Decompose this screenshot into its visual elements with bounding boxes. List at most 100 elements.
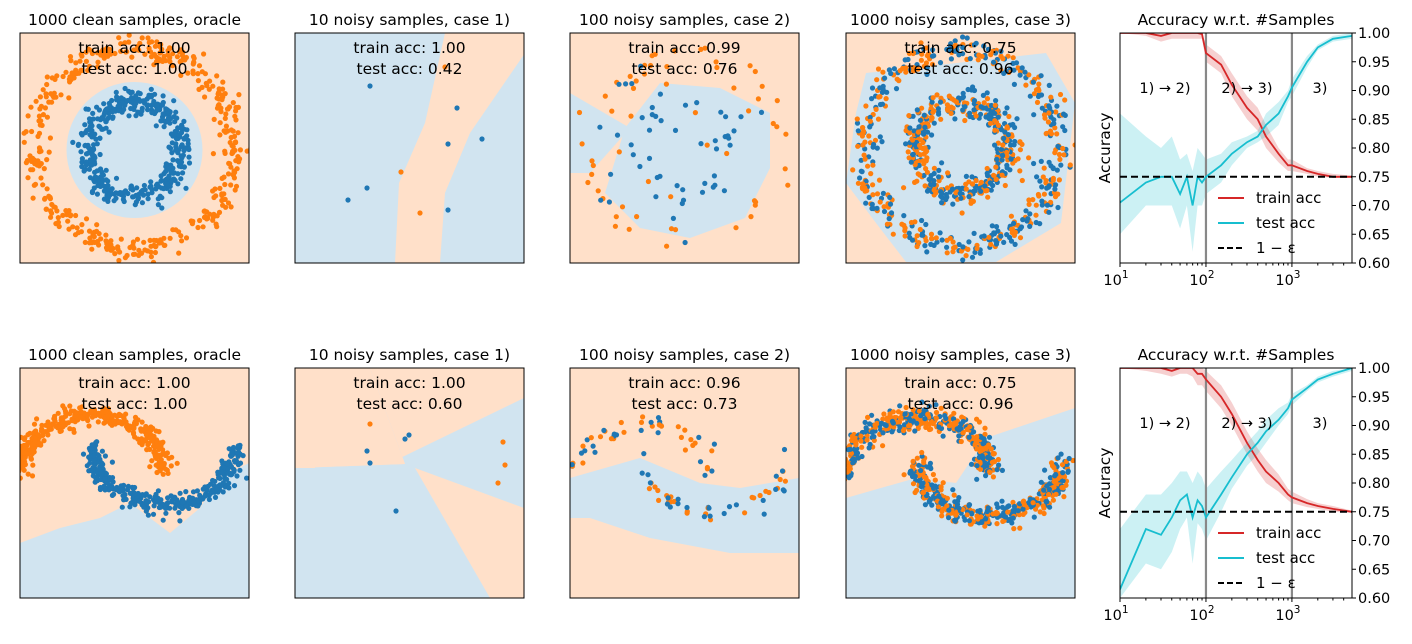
scatter-point — [1066, 455, 1072, 462]
scatter-point — [886, 216, 892, 222]
scatter-point — [870, 144, 876, 150]
scatter-point — [867, 124, 873, 130]
scatter-point — [979, 53, 985, 59]
scatter-point — [163, 510, 169, 516]
test-acc-label: test acc: 0.96 — [908, 60, 1014, 78]
scatter-point — [1004, 105, 1010, 111]
scatter-point — [495, 480, 501, 486]
scatter-point — [653, 194, 659, 200]
scatter-point — [908, 411, 914, 417]
scatter-point — [1012, 157, 1018, 164]
scatter-point — [211, 116, 217, 122]
scatter-point — [152, 249, 158, 256]
scatter-point — [646, 127, 653, 133]
scatter-point — [968, 197, 974, 204]
scatter-point — [60, 424, 66, 430]
scatter-point — [859, 444, 865, 450]
scatter-point — [910, 407, 916, 413]
scatter-point — [640, 414, 646, 420]
scatter-point — [78, 149, 84, 155]
scatter-point — [940, 433, 946, 439]
scatter-point — [1001, 513, 1007, 519]
train-acc-label: train acc: 1.00 — [78, 374, 190, 392]
scatter-point — [840, 457, 845, 462]
scatter-point — [967, 56, 973, 62]
scatter-point — [1004, 149, 1010, 155]
scatter-point — [86, 240, 93, 246]
scatter-point — [500, 439, 506, 445]
scatter-point — [152, 91, 158, 97]
scatter-point — [116, 257, 122, 263]
scatter-point — [89, 246, 95, 252]
scatter-point — [106, 476, 113, 482]
scatter-point — [914, 178, 920, 184]
scatter-point — [630, 85, 637, 91]
scatter-point — [141, 98, 147, 104]
scatter-point — [930, 471, 937, 478]
scatter-point — [123, 49, 129, 55]
scatter-point — [67, 403, 73, 409]
scatter-point — [889, 418, 896, 424]
scatter-point — [1034, 502, 1040, 508]
scatter-point — [10, 468, 15, 473]
scatter-point — [967, 110, 973, 116]
scatter-point — [969, 174, 975, 180]
scatter-point — [684, 504, 690, 511]
scatter-point — [939, 508, 945, 514]
scatter-point — [112, 412, 118, 418]
scatter-point — [921, 407, 927, 413]
scatter-point — [179, 123, 185, 129]
scatter-point — [106, 129, 112, 135]
scatter-point — [781, 488, 787, 494]
scatter-point — [1051, 117, 1057, 123]
scatter-point — [998, 146, 1005, 152]
scatter-point — [196, 86, 202, 92]
scatter-point — [41, 166, 47, 172]
scatter-point — [23, 129, 29, 135]
scatter-point — [66, 226, 72, 232]
scatter-point — [30, 447, 36, 453]
scatter-point — [156, 429, 162, 435]
scatter-point — [639, 470, 645, 476]
scatter-point — [156, 56, 162, 62]
scatter-point — [930, 47, 936, 53]
scatter-point — [1056, 151, 1062, 158]
scatter-point — [108, 243, 114, 249]
scatter-point — [588, 435, 594, 441]
scatter-point — [222, 115, 228, 121]
scatter-point — [1031, 160, 1037, 167]
scatter-point — [136, 498, 142, 504]
scatter-point — [999, 172, 1005, 178]
scatter-point — [933, 235, 939, 241]
scatter-point — [944, 495, 951, 501]
y-tick-label: 0.65 — [1358, 227, 1390, 243]
scatter-point — [652, 484, 658, 490]
scatter-point — [664, 243, 670, 249]
scatter-point — [903, 127, 909, 134]
legend-label: train acc — [1256, 524, 1321, 542]
scatter-point — [589, 171, 595, 177]
scatter-point — [230, 100, 236, 106]
scatter-point — [225, 200, 232, 206]
scatter-point — [702, 180, 708, 186]
scatter-point — [862, 156, 868, 162]
scatter-point — [1038, 73, 1044, 79]
scatter-point — [1047, 504, 1053, 510]
scatter-point — [200, 224, 206, 230]
scatter-point — [1041, 487, 1047, 493]
scatter-point — [836, 463, 841, 468]
scatter-point — [910, 481, 917, 487]
scatter-point — [992, 127, 998, 133]
scatter-point — [965, 246, 971, 252]
scatter-point — [39, 426, 45, 432]
scatter-point — [1017, 72, 1023, 78]
scatter-point — [1043, 131, 1049, 137]
scatter-point — [178, 158, 184, 164]
scatter-point — [1052, 125, 1058, 131]
scatter-point — [931, 165, 938, 171]
scatter-point — [165, 500, 171, 506]
scatter-point — [221, 174, 227, 180]
scatter-point — [149, 186, 155, 192]
scatter-point — [158, 173, 164, 179]
scatter-point — [46, 149, 52, 155]
